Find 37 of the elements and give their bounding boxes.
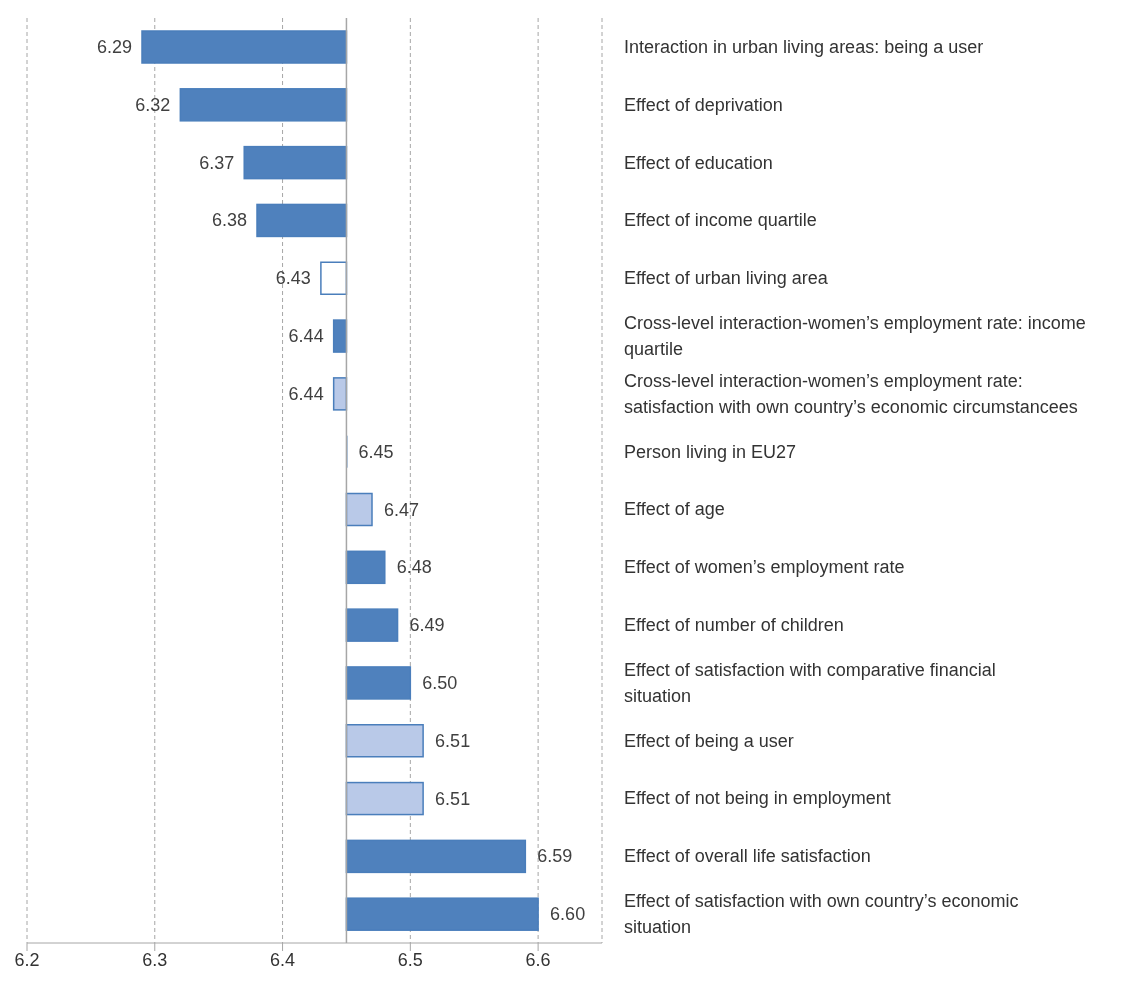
y-tick-label: Effect of satisfaction with comparative financial situation (624, 659, 996, 706)
data-label: 6.29 (96, 37, 132, 57)
data-label: 6.49 (409, 615, 445, 636)
data-label: 6.47 (384, 499, 420, 520)
data-label: 6.51 (435, 788, 471, 809)
data-label: 6.45 (358, 441, 394, 462)
y-tick-label: Cross-level interaction-women’s employment rate: income quartile (624, 312, 1086, 359)
data-label: 6.44 (288, 326, 324, 347)
y-tick-label: Effect of being a user (624, 730, 794, 751)
data-label: 6.51 (435, 730, 471, 751)
data-label: 6.60 (550, 904, 586, 925)
data-label: 6.48 (396, 557, 432, 578)
y-tick-label: Effect of number of children (624, 615, 844, 636)
y-tick-label: Cross-level interaction-women’s employment rate: satisfaction with own country’s economic circumstancees (624, 370, 1078, 417)
y-tick-label: Effect of overall life satisfaction (624, 846, 871, 867)
data-label: 6.59 (537, 846, 573, 867)
y-tick-label: Effect of women’s employment rate (624, 557, 905, 578)
y-tick-label: Effect of not being in employment (624, 788, 891, 809)
x-tick-label: 6.4 (270, 949, 296, 970)
data-label: 6.37 (199, 152, 235, 173)
y-tick-label: Effect of income quartile (624, 210, 817, 231)
x-tick-label: 6.5 (397, 949, 423, 970)
data-label: 6.44 (288, 383, 324, 404)
y-tick-label: Effect of satisfaction with own country’s economic situation (624, 891, 1019, 938)
data-label: 6.38 (211, 210, 247, 231)
x-tick-label: 6.3 (142, 949, 168, 970)
y-tick-label: Effect of education (624, 152, 773, 173)
data-label: 6.32 (135, 94, 171, 115)
y-tick-label: Interaction in urban living areas: being a user (624, 36, 984, 57)
data-label: 6.50 (422, 672, 458, 693)
y-tick-label: Effect of urban living area (624, 268, 829, 289)
data-label: 6.43 (275, 268, 311, 289)
y-tick-label: Person living in EU27 (624, 441, 797, 462)
y-tick-label: Effect of age (624, 499, 725, 520)
y-tick-label: Effect of deprivation (624, 94, 783, 115)
x-tick-label: 6.6 (525, 949, 551, 970)
x-tick-label: 6.2 (14, 949, 40, 970)
